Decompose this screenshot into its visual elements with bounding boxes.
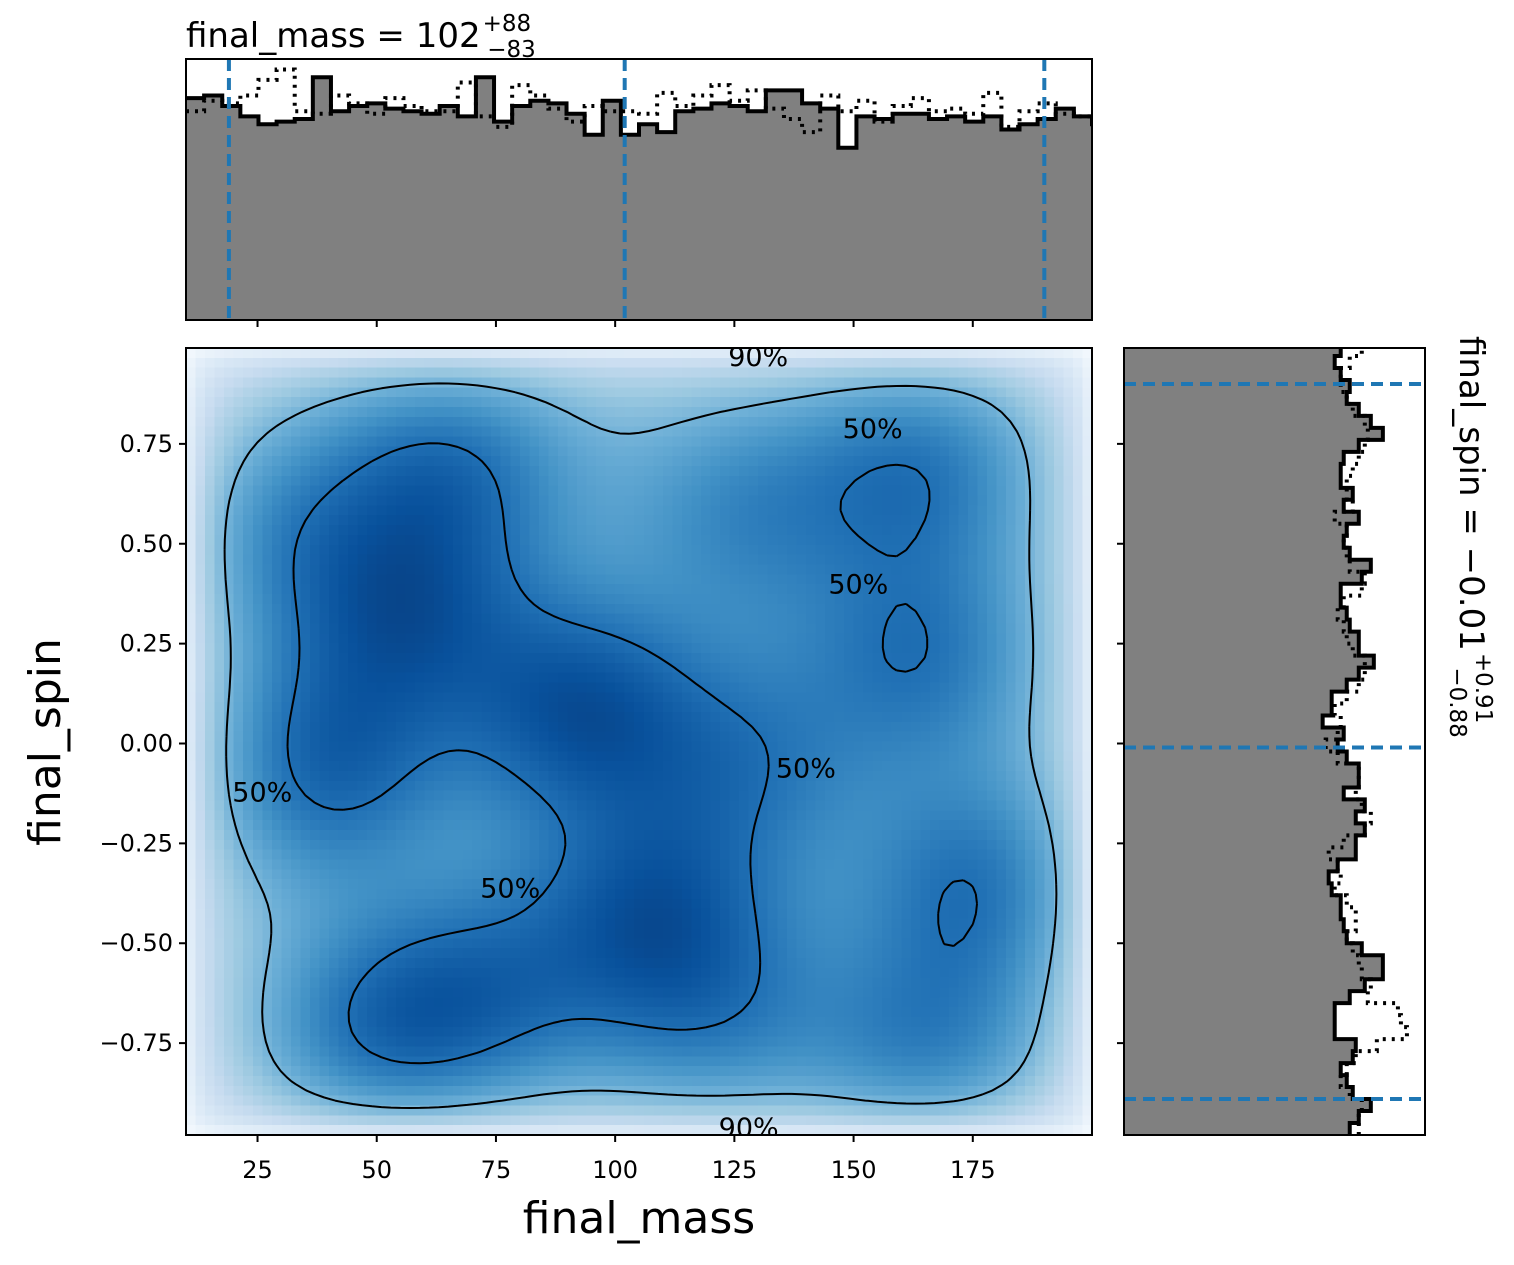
contour-50 [286, 442, 978, 1065]
joint-x-tick-label: 175 [950, 1156, 996, 1184]
joint-x-tick-label: 100 [592, 1156, 638, 1184]
right-y-ticks [1117, 442, 1124, 1045]
joint-x-tick-label: 75 [481, 1156, 512, 1184]
contour-label: 90% [728, 342, 788, 373]
joint-y-tick-label: 0.75 [120, 430, 173, 458]
contour-90 [223, 382, 1058, 1109]
joint-panel: 90% 90% 50% 50% 50% 50% 50% 25 50 75 100 125 150 175… [20, 342, 1093, 1244]
right-title: final_spin = −0.01+0.91−0.88 [1444, 336, 1496, 738]
joint-x-tick-label: 125 [711, 1156, 757, 1184]
contour-lines [223, 382, 1058, 1109]
y-axis-label: final_spin [20, 638, 71, 846]
joint-y-tick-label: 0.00 [120, 729, 173, 757]
x-axis-label: final_mass [523, 1193, 755, 1244]
contour-label: 90% [719, 1113, 779, 1144]
joint-y-tick-label: −0.75 [99, 1029, 173, 1057]
joint-y-tick-label: 0.50 [120, 530, 173, 558]
right-hist-step-line [1320, 348, 1385, 1135]
joint-axes-frame [185, 347, 1093, 1136]
contour-label: 50% [843, 414, 903, 445]
joint-x-tick-label: 50 [361, 1156, 392, 1184]
right-axes-frame [1123, 347, 1426, 1136]
joint-x-tick-label: 25 [242, 1156, 273, 1184]
joint-y-tick-label: 0.25 [120, 630, 173, 658]
joint-x-tick-label: 150 [831, 1156, 877, 1184]
joint-x-ticks: 25 50 75 100 125 150 175 [242, 1135, 996, 1184]
top-hist-fill [186, 77, 1092, 320]
contour-label: 50% [828, 570, 888, 601]
density-heatmap [186, 348, 1092, 1135]
contour-labels: 90% 90% 50% 50% 50% 50% 50% [232, 342, 903, 1144]
top-title: final_mass = 102+88 −83 [186, 11, 536, 63]
contour-label: 50% [480, 873, 540, 904]
right-histogram [1124, 348, 1425, 1135]
top-marginal-panel: final_mass = 102+88 −83 [185, 11, 1093, 327]
right-hist-fill [1124, 348, 1383, 1135]
joint-y-tick-label: −0.25 [99, 829, 173, 857]
contour-label: 50% [232, 777, 292, 808]
right-marginal-panel: final_spin = −0.01+0.91−0.88 [1117, 336, 1496, 1136]
joint-y-tick-label: −0.50 [99, 929, 173, 957]
top-axes-frame [185, 58, 1093, 321]
top-hist-step-line [186, 75, 1092, 150]
joint-y-ticks: −0.75 −0.50 −0.25 0.00 0.25 0.50 0.75 [99, 430, 186, 1057]
top-x-ticks [256, 320, 974, 327]
contour-label: 50% [776, 753, 836, 784]
top-histogram [186, 59, 1092, 320]
